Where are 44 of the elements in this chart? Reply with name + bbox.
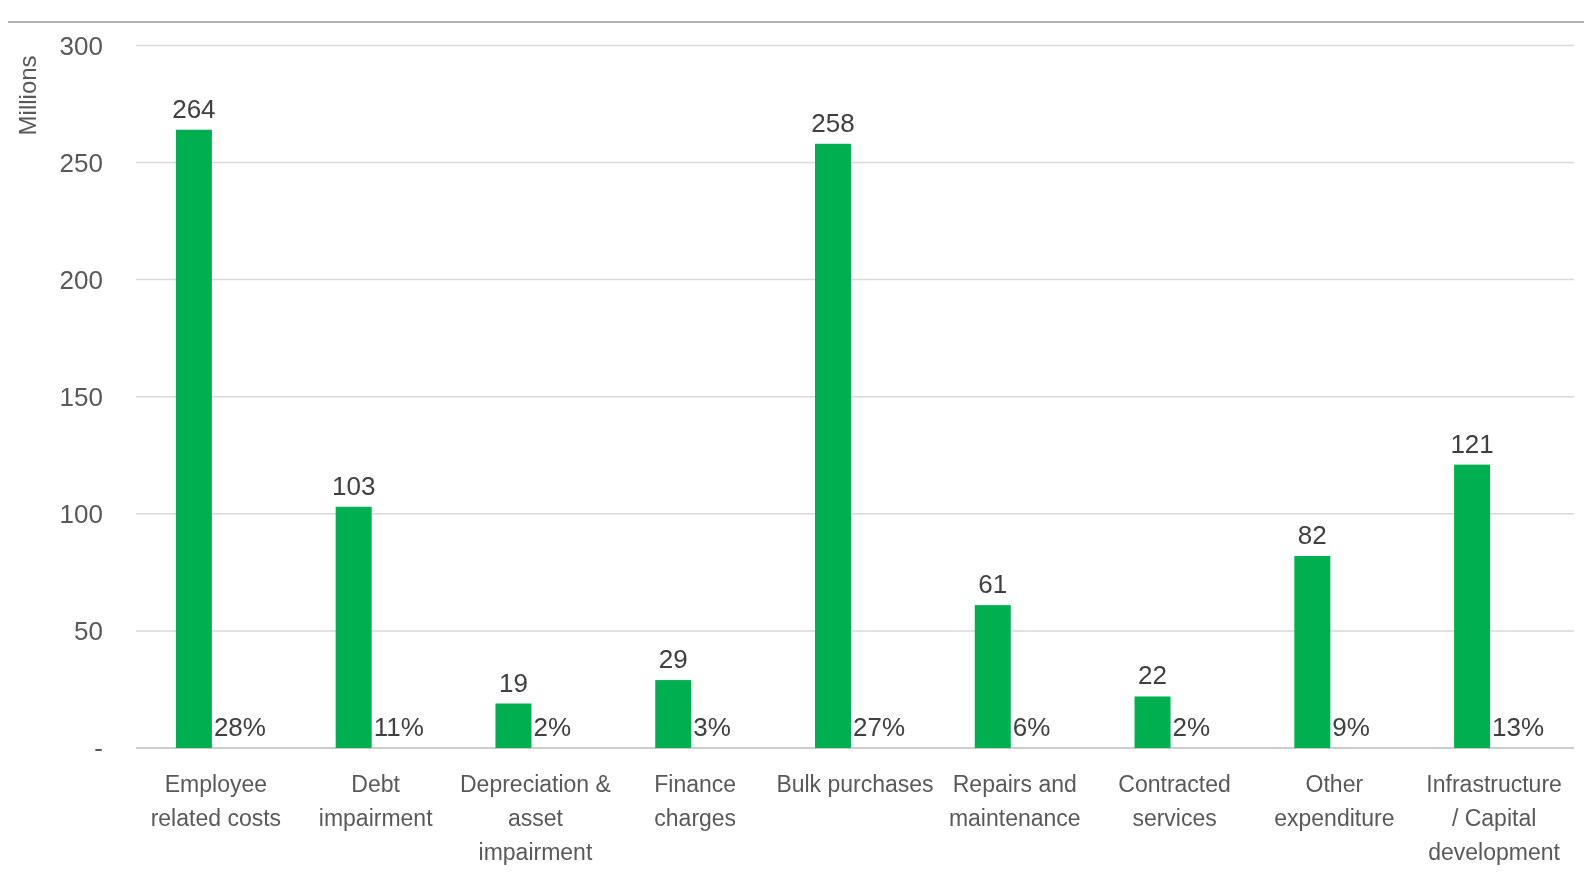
data-label: 61	[978, 569, 1008, 600]
annotation: 28%	[213, 712, 266, 742]
bar	[175, 129, 212, 748]
data-label: 29	[658, 644, 688, 675]
x-tick-label: Finance charges	[654, 771, 737, 831]
data-label: 258	[811, 107, 855, 138]
bar	[974, 605, 1011, 748]
bar	[495, 703, 532, 748]
x-tick-label: Debt impairment	[318, 771, 434, 831]
y-tick-label: -	[94, 733, 103, 764]
annotation: 11%	[373, 712, 424, 742]
bar	[335, 506, 372, 748]
annotation: 6%	[1012, 712, 1051, 742]
data-label: 264	[172, 93, 216, 124]
y-tick-label: 200	[59, 264, 103, 295]
bar	[815, 143, 851, 748]
annotation: 13%	[1492, 712, 1545, 742]
x-tick-label: Infrastructure / Capital development	[1426, 771, 1562, 865]
annotation: 2%	[1172, 712, 1211, 742]
bar	[1454, 464, 1491, 748]
data-label: 103	[331, 470, 376, 501]
x-tick-label: Employee related costs	[150, 771, 282, 831]
y-tick-label: 150	[59, 381, 103, 412]
bar	[1294, 555, 1331, 748]
x-tick-label: Contracted services	[1118, 771, 1231, 831]
data-label: 22	[1138, 660, 1168, 691]
data-label: 121	[1450, 428, 1494, 459]
y-tick-label: 100	[59, 498, 103, 529]
annotation: 27%	[853, 712, 906, 742]
y-tick-label: 250	[59, 147, 103, 178]
data-label: 82	[1297, 519, 1327, 550]
x-tick-label: Bulk purchases	[776, 771, 934, 797]
bar	[1134, 696, 1171, 748]
x-tick-label: Depreciation & asset impairment	[460, 771, 611, 865]
y-axis-title: Millions	[14, 55, 41, 136]
x-tick-label: Other expenditure	[1274, 771, 1395, 831]
annotation: 2%	[533, 712, 572, 742]
data-label: 19	[498, 667, 528, 698]
bar	[655, 680, 692, 748]
y-tick-label: 50	[74, 616, 103, 646]
annotation: 3%	[693, 712, 731, 742]
y-tick-label: 300	[59, 30, 103, 61]
x-tick-label: Repairs and maintenance	[948, 771, 1081, 831]
annotation: 9%	[1332, 712, 1370, 742]
